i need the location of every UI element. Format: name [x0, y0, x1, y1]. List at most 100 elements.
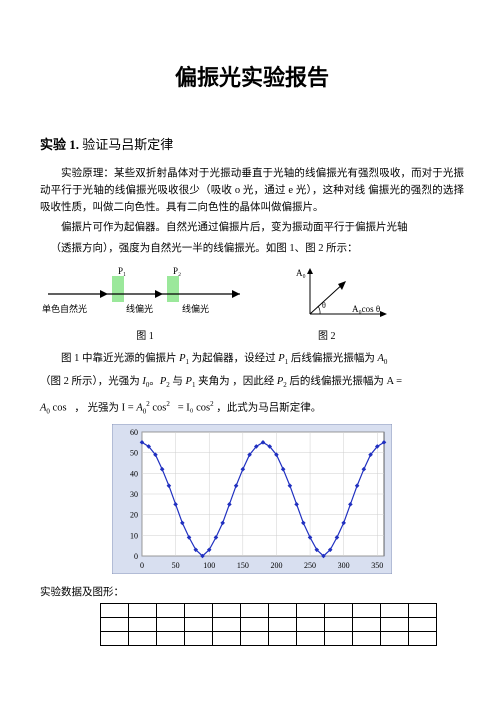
svg-text:350: 350: [371, 561, 383, 570]
grid-cell: [185, 604, 213, 618]
grid-cell: [213, 618, 241, 632]
t2a: （图 2 所示），光强为: [40, 376, 142, 387]
data-section-label: 实验数据及图形：: [40, 585, 464, 602]
svg-text:30: 30: [130, 490, 138, 499]
polarizer-1: [112, 276, 124, 302]
grid-cell: [129, 618, 157, 632]
grid-cell: [269, 632, 297, 646]
grid-cell: [409, 618, 437, 632]
grid-cell: [185, 618, 213, 632]
theta-label: θ: [322, 301, 326, 310]
grid-cell: [101, 632, 129, 646]
diag-line: [310, 282, 345, 314]
arrow-head-2: [100, 290, 108, 298]
svg-text:200: 200: [270, 561, 282, 570]
grid-cell: [297, 618, 325, 632]
svg-text:0: 0: [134, 552, 138, 561]
text-line-1: 图 1 中靠近光源的偏振片 P1 为起偏器，设经过 P1 后线偏振光振幅为 A0: [40, 351, 464, 368]
p1-label: P₁: [118, 266, 126, 276]
svg-text:250: 250: [304, 561, 316, 570]
malus-chart: 0 10 20 30 40 50 60 0 50 100 150 200 250 300 350: [112, 424, 392, 581]
principle-label: 实验原理：: [61, 168, 114, 179]
label-linear-1: 线偏光: [126, 303, 153, 314]
grid-cell: [157, 618, 185, 632]
arrow-head: [232, 290, 240, 298]
t3c: cos: [150, 403, 167, 414]
grid-cell: [185, 632, 213, 646]
grid-cell: [381, 632, 409, 646]
text-line-3: A0 cos ， 光强为 I = A02 cos2 = I₀ cos2 ，此式为…: [40, 399, 464, 418]
svg-text:0: 0: [140, 561, 144, 570]
figure-2-caption: 图 2: [318, 329, 400, 345]
polarizer-2: [167, 276, 179, 302]
t2e: ，因此经: [232, 376, 277, 387]
angle-arc: [318, 306, 320, 314]
t1b: 为起偏器，设经过: [189, 353, 278, 364]
t3a: cos: [53, 403, 70, 414]
svg-text:20: 20: [130, 511, 138, 520]
grid-cell: [381, 618, 409, 632]
svg-text:40: 40: [130, 469, 138, 478]
t3b: ， 光强为 I =: [74, 403, 136, 414]
grid-cell: [269, 604, 297, 618]
t1a: 图 1 中靠近光源的偏振片: [61, 353, 179, 364]
principle-paragraph: 实验原理：某些双折射晶体对于光振动垂直于光轴的线偏振光有强烈吸收，而对于光振动平…: [40, 166, 464, 216]
grid-cell: [409, 632, 437, 646]
text-line-2: （图 2 所示），光强为 I0。P2 与 P1 夹角为 ，因此经 P2 后的线偏…: [40, 374, 464, 391]
paragraph-2: 偏振片可作为起偏器。自然光通过偏振片后，变为振动面平行于偏振片光轴: [40, 220, 464, 237]
figure-2: A₀ θ A₀cos θ 图 2: [290, 264, 400, 345]
arrow-head-3: [155, 290, 163, 298]
h-arrow: [380, 311, 387, 317]
figure-1-svg: P₁ P₂ 单色自然光 线偏光 线偏光: [40, 264, 250, 320]
grid-cell: [213, 632, 241, 646]
t2d: 夹角为: [195, 376, 232, 387]
acos-label: A₀cos θ: [352, 304, 380, 314]
svg-text:10: 10: [130, 531, 138, 540]
grid-cell: [325, 604, 353, 618]
label-linear-2: 线偏光: [182, 303, 209, 314]
svg-text:100: 100: [203, 561, 215, 570]
grid-cell: [353, 632, 381, 646]
grid-cell: [353, 604, 381, 618]
grid-cell: [213, 604, 241, 618]
section-1-name: 验证马吕斯定律: [82, 137, 173, 152]
t3e: ，此式为马吕斯定律。: [214, 403, 322, 414]
grid-cell: [297, 632, 325, 646]
grid-cell: [325, 632, 353, 646]
svg-text:300: 300: [338, 561, 350, 570]
grid-cell: [101, 618, 129, 632]
grid-cell: [241, 618, 269, 632]
grid-cell: [409, 604, 437, 618]
grid-cell: [129, 604, 157, 618]
svg-text:50: 50: [130, 449, 138, 458]
grid-cell: [157, 632, 185, 646]
grid-cell: [129, 632, 157, 646]
diagram-row: P₁ P₂ 单色自然光 线偏光 线偏光 图 1 A₀ θ A₀cos θ: [40, 264, 464, 345]
document-title: 偏振光实验报告: [40, 60, 464, 95]
figure-2-svg: A₀ θ A₀cos θ: [290, 264, 400, 320]
grid-cell: [101, 604, 129, 618]
svg-text:150: 150: [237, 561, 249, 570]
grid-cell: [297, 604, 325, 618]
svg-text:60: 60: [130, 428, 138, 437]
grid-cell: [269, 618, 297, 632]
svg-text:50: 50: [172, 561, 180, 570]
a0-label: A₀: [296, 268, 306, 278]
t3d: = I₀ cos: [175, 403, 210, 414]
grid-cell: [353, 618, 381, 632]
figure-1-caption: 图 1: [40, 329, 250, 345]
diag-arrow: [338, 281, 346, 290]
section-1-header: 实验 1. 验证马吕斯定律: [40, 135, 464, 156]
section-1-label: 实验 1.: [40, 137, 79, 152]
grid-cell: [241, 604, 269, 618]
t2b: 。: [149, 376, 160, 387]
data-grid-table: [100, 603, 437, 646]
grid-cell: [157, 604, 185, 618]
v-arrow: [307, 268, 313, 274]
label-natural-light: 单色自然光: [42, 303, 87, 314]
p2-label: P₂: [173, 266, 181, 276]
paragraph-3: （透振方向），强度为自然光一半的线偏振光。如图 1、图 2 所示：: [40, 241, 464, 258]
t1c: 后线偏振光振幅为: [288, 353, 377, 364]
figure-1: P₁ P₂ 单色自然光 线偏光 线偏光 图 1: [40, 264, 250, 345]
t2c: 与: [170, 376, 186, 387]
